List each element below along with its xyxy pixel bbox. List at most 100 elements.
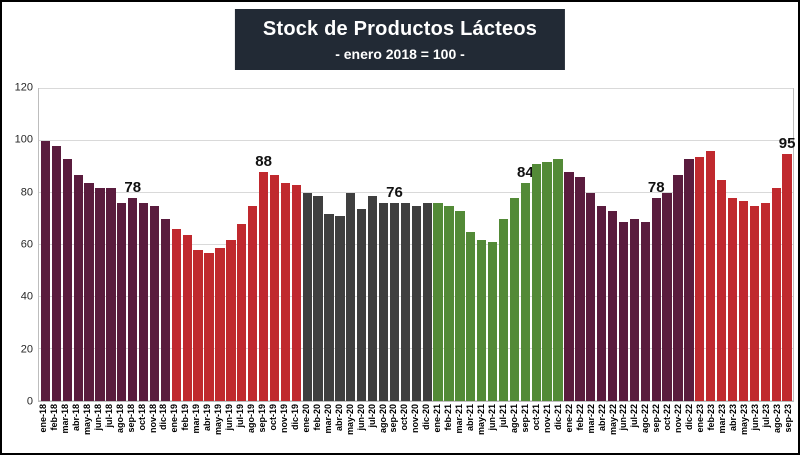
bar-abr-22 [597,206,607,401]
bar-slot [95,89,106,401]
x-tick-label: feb-23 [706,404,717,431]
plot-area: 78 88 76 84 78 95 [38,88,795,402]
x-tick-label: feb-18 [48,404,59,431]
bar-feb-18 [51,146,61,401]
x-tick-label: jul-20 [366,404,377,428]
bar-slot [204,89,215,401]
x-tick-slot: mar-21 [454,404,465,453]
x-tick-label: abr-18 [70,404,81,432]
bar-ago-20 [378,203,389,401]
bar-jul-23 [760,203,770,401]
bar-sep-23 [782,154,792,401]
x-tick-label: oct-21 [530,404,541,431]
bar-slot [771,89,782,401]
x-tick-label: may-19 [213,404,224,436]
x-tick-slot: mar-23 [717,404,728,453]
bar-slot [378,89,389,401]
bar-slot [345,89,356,401]
bar-sep-19 [258,172,269,401]
bar-dic-21 [553,159,563,401]
bar-abr-18 [73,174,83,401]
x-tick-slot: dic-18 [158,404,169,453]
bar-feb-22 [575,177,585,401]
x-tick-label: jul-18 [103,404,114,428]
x-tick-slot: may-23 [739,404,750,453]
bar-may-21 [477,239,487,401]
x-tick-label: abr-19 [202,404,213,432]
x-tick-label: abr-23 [728,404,739,432]
x-tick-label: oct-22 [662,404,673,431]
x-tick-label: feb-21 [443,404,454,431]
x-tick-slot: abr-23 [728,404,739,453]
bar-slot [182,89,193,401]
bar-slot [465,89,476,401]
x-tick-label: abr-22 [596,404,607,432]
bar-ene-18 [40,141,51,401]
y-tick-label: 60 [20,238,33,251]
bar-slot [454,89,465,401]
x-tick-slot: ago-22 [640,404,651,453]
x-tick-label: abr-20 [333,404,344,432]
chart-title-box: Stock de Productos Lácteos - enero 2018 … [234,9,566,70]
bar-abr-19 [204,252,214,401]
y-axis: 0 20 40 60 80 100 120 [2,82,36,407]
bar-sep-18 [128,198,138,401]
bar-slot [138,89,149,401]
bar-slot [400,89,411,401]
x-tick-label: nov-19 [278,404,289,434]
bar-jun-18 [95,187,105,401]
bar-slot [574,89,585,401]
bar-slot [215,89,226,401]
bar-feb-23 [706,151,716,401]
bar-slot [280,89,291,401]
bar-slot [487,89,498,401]
bar-value-label: 84 [516,163,534,181]
x-tick-slot: feb-22 [575,404,586,453]
bar-slot [105,89,116,401]
x-tick-slot: ene-21 [432,404,443,453]
x-tick-label: ene-20 [300,404,311,433]
x-tick-slot: ago-19 [246,404,257,453]
x-tick-label: dic-18 [158,404,169,431]
bar-slot [149,89,160,401]
bar-dic-18 [160,219,171,401]
bar-feb-19 [182,234,192,401]
x-tick-label: ago-22 [640,404,651,434]
x-tick-slot: feb-19 [180,404,191,453]
bar-jun-19 [226,239,236,401]
bar-slot: 78 [124,89,141,401]
x-tick-slot: mar-22 [586,404,597,453]
x-tick-label: sep-23 [782,404,793,433]
x-tick-label: mar-23 [717,404,728,434]
x-tick-slot: nov-18 [148,404,159,453]
bar-slot [662,89,673,401]
bar-mar-20 [324,213,334,401]
bar-slot [84,89,95,401]
bar-ene-19 [171,229,181,401]
bar-mar-19 [193,250,203,401]
bar-feb-20 [313,195,323,401]
x-tick-slot: abr-21 [465,404,476,453]
bar-slot [629,89,640,401]
bar-nov-22 [673,174,683,401]
x-tick-slot: sep-20 [388,404,400,453]
x-tick-slot: oct-20 [399,404,410,453]
x-tick-slot: sep-18 [126,404,137,453]
x-tick-label: ene-19 [169,404,180,433]
x-tick-slot: mar-20 [323,404,334,453]
x-tick-label: jul-21 [498,404,508,428]
bar-ene-23 [695,156,705,401]
x-tick-slot: dic-21 [553,404,564,453]
bar-slot [40,89,51,401]
bar-mar-18 [62,159,72,401]
bar-abr-20 [335,216,345,401]
x-tick-slot: may-20 [345,404,356,453]
x-tick-slot: ene-18 [38,404,49,453]
bar-may-22 [607,211,618,401]
bar-slot [313,89,324,401]
bar-slot [444,89,455,401]
bar-value-label: 88 [255,153,272,171]
bars-container: 78 88 76 84 78 95 [40,89,795,401]
bar-slot [62,89,73,401]
gridline [39,192,793,193]
